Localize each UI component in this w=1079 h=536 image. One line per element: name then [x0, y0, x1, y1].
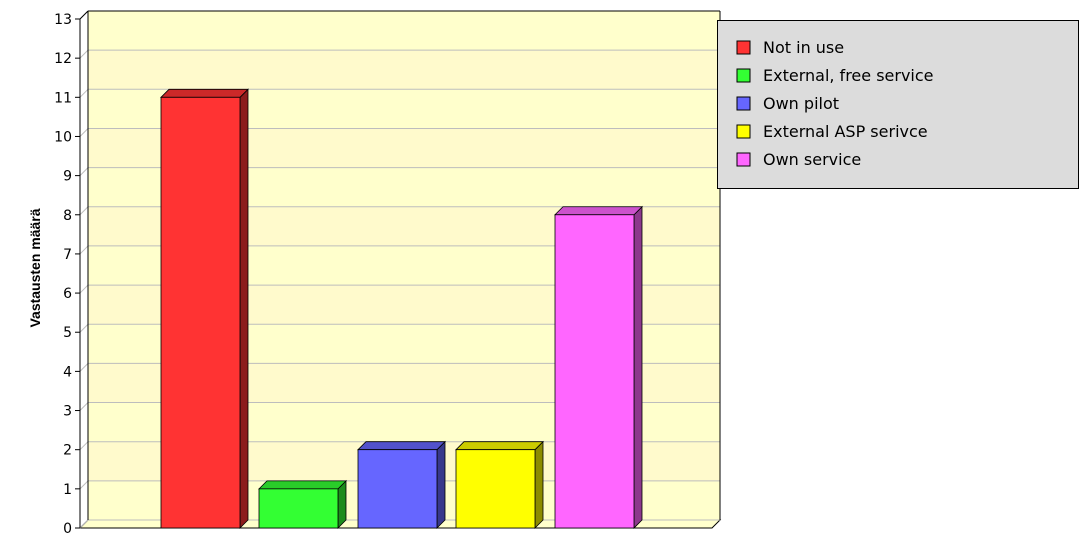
legend-swatch: [736, 124, 751, 139]
bar-2: [258, 479, 347, 529]
legend-label: Own service: [763, 150, 861, 169]
plot-band: [88, 50, 720, 90]
legend-label: External, free service: [763, 66, 934, 85]
legend-item: Own pilot: [736, 94, 839, 113]
y-tick-label: 2: [63, 443, 72, 459]
gridline-side: [79, 88, 89, 98]
legend-swatch: [736, 40, 751, 55]
bar-front: [258, 488, 339, 529]
bar-front: [455, 449, 536, 529]
legend-item: External, free service: [736, 66, 934, 85]
gridline-side: [79, 284, 89, 294]
y-tick-label: 8: [63, 208, 72, 224]
gridline-side: [79, 441, 89, 451]
legend-swatch: [736, 68, 751, 83]
bar-3: [357, 440, 446, 529]
bar-side: [534, 440, 544, 529]
bar-side: [633, 205, 643, 529]
legend-item: Not in use: [736, 38, 844, 57]
gridline-side: [79, 49, 89, 59]
gridline-side: [79, 363, 89, 372]
legend-swatch: [736, 152, 751, 167]
y-tick-label: 0: [63, 521, 72, 536]
bar-4: [455, 440, 544, 529]
y-tick-label: 3: [63, 404, 72, 420]
gridline-side: [79, 480, 89, 490]
axes: [79, 10, 721, 528]
y-tick-label: 7: [63, 247, 72, 263]
y-tick-label: 5: [63, 325, 72, 341]
bar-top: [160, 88, 249, 98]
bar-5: [554, 205, 643, 529]
bar-side: [436, 440, 446, 529]
bar-1: [160, 88, 249, 529]
bar-side: [239, 88, 249, 529]
y-tick-label: 10: [54, 129, 72, 145]
bar-front: [357, 449, 438, 529]
legend-label: External ASP serivce: [763, 122, 928, 141]
legend-item: External ASP serivce: [736, 122, 928, 141]
y-tick-label: 6: [63, 286, 72, 302]
legend: Not in use External, free service Own pilo…: [717, 20, 1079, 189]
legend-item: Own service: [736, 150, 861, 169]
bar-top: [357, 441, 446, 451]
y-tick-label: 13: [54, 12, 72, 28]
y-axis-label: Vastausten määrä: [27, 208, 43, 327]
bar-top: [554, 206, 643, 216]
legend-label: Not in use: [763, 38, 844, 57]
y-tick-label: 1: [63, 482, 72, 498]
legend-label: Own pilot: [763, 94, 839, 113]
plot-band: [88, 11, 720, 51]
bar-front: [554, 214, 635, 529]
gridline-side: [79, 128, 89, 137]
gridline-side: [79, 245, 89, 255]
y-tick-label: 12: [54, 51, 72, 67]
gridline-side: [79, 206, 89, 216]
bar-top: [258, 480, 347, 490]
y-axis-top-edge: [79, 10, 89, 20]
y-tick-label: 11: [54, 90, 72, 106]
gridline-side: [79, 167, 89, 176]
bar-top: [455, 441, 544, 451]
gridline-side: [79, 323, 89, 333]
y-tick-label: 9: [63, 169, 72, 185]
y-tick-label: 4: [63, 364, 72, 380]
gridline-side: [79, 402, 89, 411]
bars: [160, 88, 643, 529]
gridline-side: [79, 519, 89, 529]
legend-swatch: [736, 96, 751, 111]
bar-front: [160, 96, 241, 529]
legend-box: [717, 20, 1079, 189]
